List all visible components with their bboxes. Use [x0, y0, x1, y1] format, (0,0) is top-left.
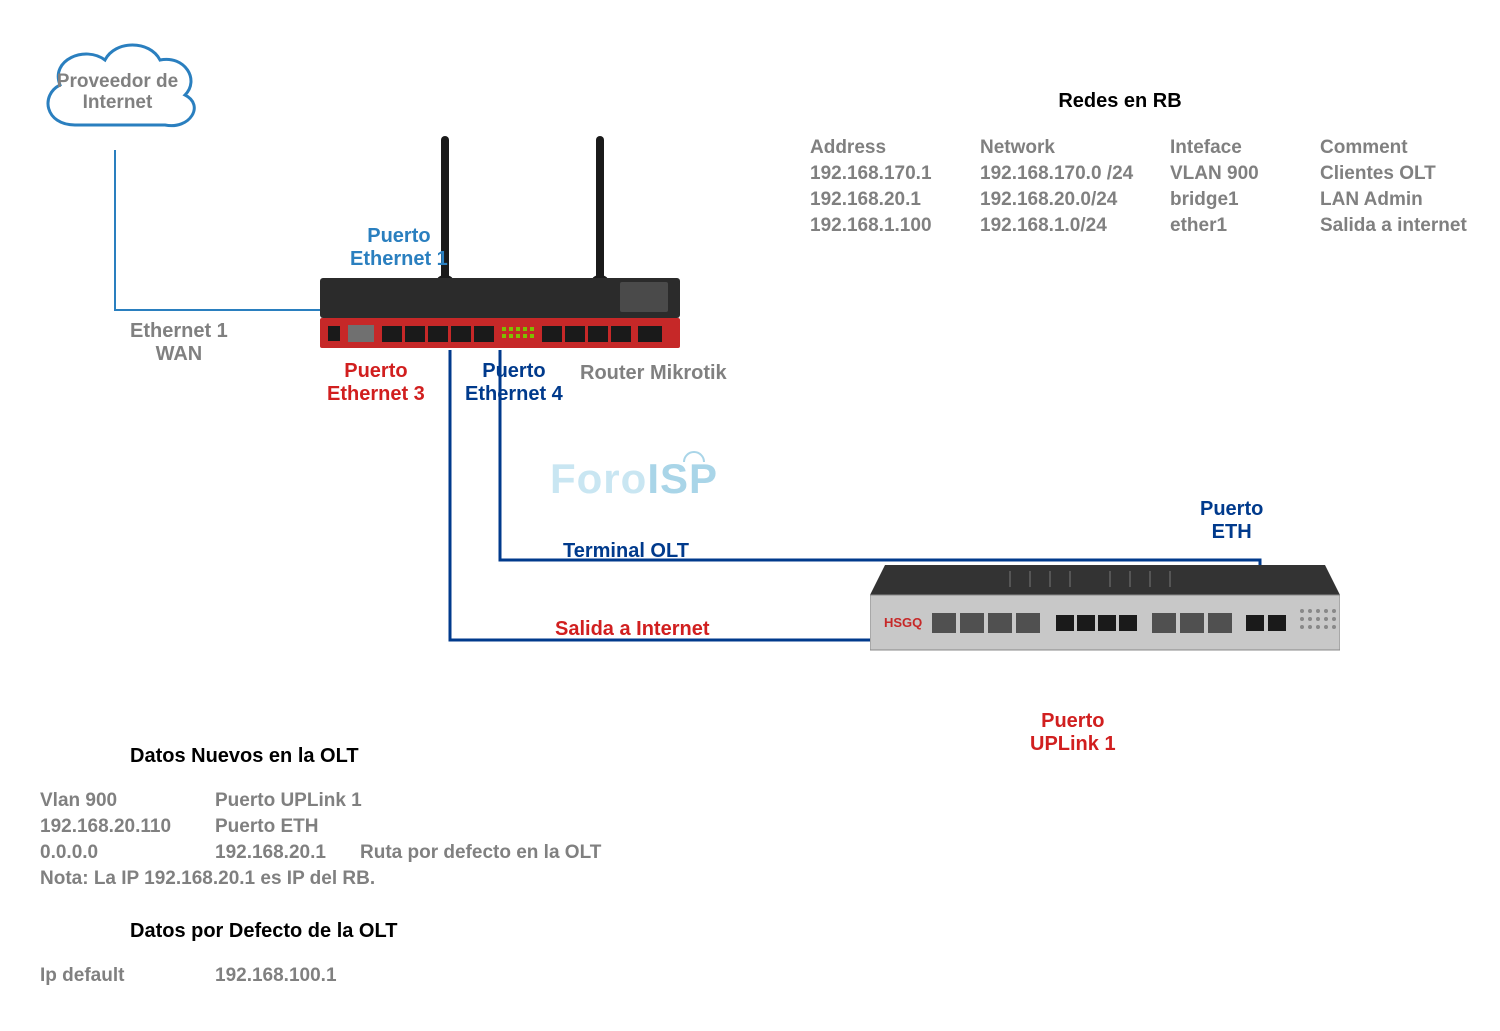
label-puerto-eth3-l2: Ethernet 3	[327, 383, 425, 405]
label-router-name: Router Mikrotik	[580, 362, 727, 385]
od-r0c0: Ip default	[40, 963, 124, 989]
rb-r1c0: 192.168.20.1	[810, 187, 921, 213]
label-puerto-eth1: Puerto Ethernet 1	[350, 225, 448, 271]
rb-r0c0: 192.168.170.1	[810, 161, 932, 187]
label-puerto-eth3: Puerto Ethernet 3	[327, 360, 425, 406]
label-puerto-uplink1-l1: Puerto	[1041, 710, 1104, 732]
label-salida-internet: Salida a Internet	[555, 618, 710, 641]
on-r2c0: 0.0.0.0	[40, 840, 98, 866]
label-puerto-eth-olt: Puerto ETH	[1200, 498, 1263, 544]
label-eth1-wan-l1: Ethernet 1	[130, 320, 228, 342]
olt-new-title: Datos Nuevos en la OLT	[130, 745, 680, 768]
rb-r2c0: 192.168.1.100	[810, 213, 932, 239]
label-puerto-uplink1: Puerto UPLink 1	[1030, 710, 1116, 756]
label-puerto-eth3-l1: Puerto	[344, 360, 407, 382]
line-cloud-to-eth1	[115, 150, 320, 310]
rb-r1c2: bridge1	[1170, 187, 1239, 213]
rb-h2: Inteface	[1170, 135, 1242, 161]
label-puerto-eth-olt-l2: ETH	[1212, 521, 1252, 543]
label-puerto-eth4-l1: Puerto	[482, 360, 545, 382]
od-r0c1: 192.168.100.1	[215, 963, 337, 989]
olt-default-title: Datos por Defecto de la OLT	[130, 920, 540, 943]
rb-r0c1: 192.168.170.0 /24	[980, 161, 1133, 187]
label-puerto-eth4: Puerto Ethernet 4	[465, 360, 563, 406]
olt-brand-text: HSGQ	[884, 615, 922, 630]
rb-r1c1: 192.168.20.0/24	[980, 187, 1117, 213]
rb-r2c1: 192.168.1.0/24	[980, 213, 1107, 239]
olt-new-block: Datos Nuevos en la OLT Vlan 900 Puerto U…	[40, 745, 680, 898]
cloud-text-2: Internet	[83, 92, 153, 113]
rb-h3: Comment	[1320, 135, 1408, 161]
rb-r0c3: Clientes OLT	[1320, 161, 1436, 187]
olt-default-block: Datos por Defecto de la OLT Ip default 1…	[40, 920, 540, 1003]
olt-device: HSGQ	[870, 565, 1340, 670]
label-puerto-eth-olt-l1: Puerto	[1200, 498, 1263, 520]
label-puerto-eth1-l1: Puerto	[367, 225, 430, 247]
rb-title: Redes en RB	[910, 90, 1330, 113]
rb-r0c2: VLAN 900	[1170, 161, 1259, 187]
watermark-wifi-icon	[682, 448, 706, 471]
label-eth1-wan: Ethernet 1 WAN	[130, 320, 228, 366]
label-terminal-olt: Terminal OLT	[563, 540, 689, 563]
cloud-text-1: Proveedor de	[57, 71, 178, 92]
internet-cloud: Proveedor de Internet	[30, 30, 205, 150]
rb-networks-block: Redes en RB Address Network Inteface Com…	[810, 90, 1490, 245]
on-r0c0: Vlan 900	[40, 788, 117, 814]
on-r1c0: 192.168.20.110	[40, 814, 171, 840]
on-r1c1: Puerto ETH	[215, 814, 318, 840]
on-note: Nota: La IP 192.168.20.1 es IP del RB.	[40, 866, 375, 892]
on-r2c1: 192.168.20.1	[215, 840, 326, 866]
rb-h1: Network	[980, 135, 1055, 161]
rb-r2c3: Salida a internet	[1320, 213, 1467, 239]
rb-h0: Address	[810, 135, 886, 161]
rb-r2c2: ether1	[1170, 213, 1227, 239]
label-puerto-eth1-l2: Ethernet 1	[350, 248, 448, 270]
label-puerto-eth4-l2: Ethernet 4	[465, 383, 563, 405]
label-puerto-uplink1-l2: UPLink 1	[1030, 733, 1116, 755]
label-eth1-wan-l2: WAN	[156, 343, 203, 365]
on-r0c1: Puerto UPLink 1	[215, 788, 362, 814]
rb-r1c3: LAN Admin	[1320, 187, 1423, 213]
on-r2c2: Ruta por defecto en la OLT	[360, 840, 601, 866]
